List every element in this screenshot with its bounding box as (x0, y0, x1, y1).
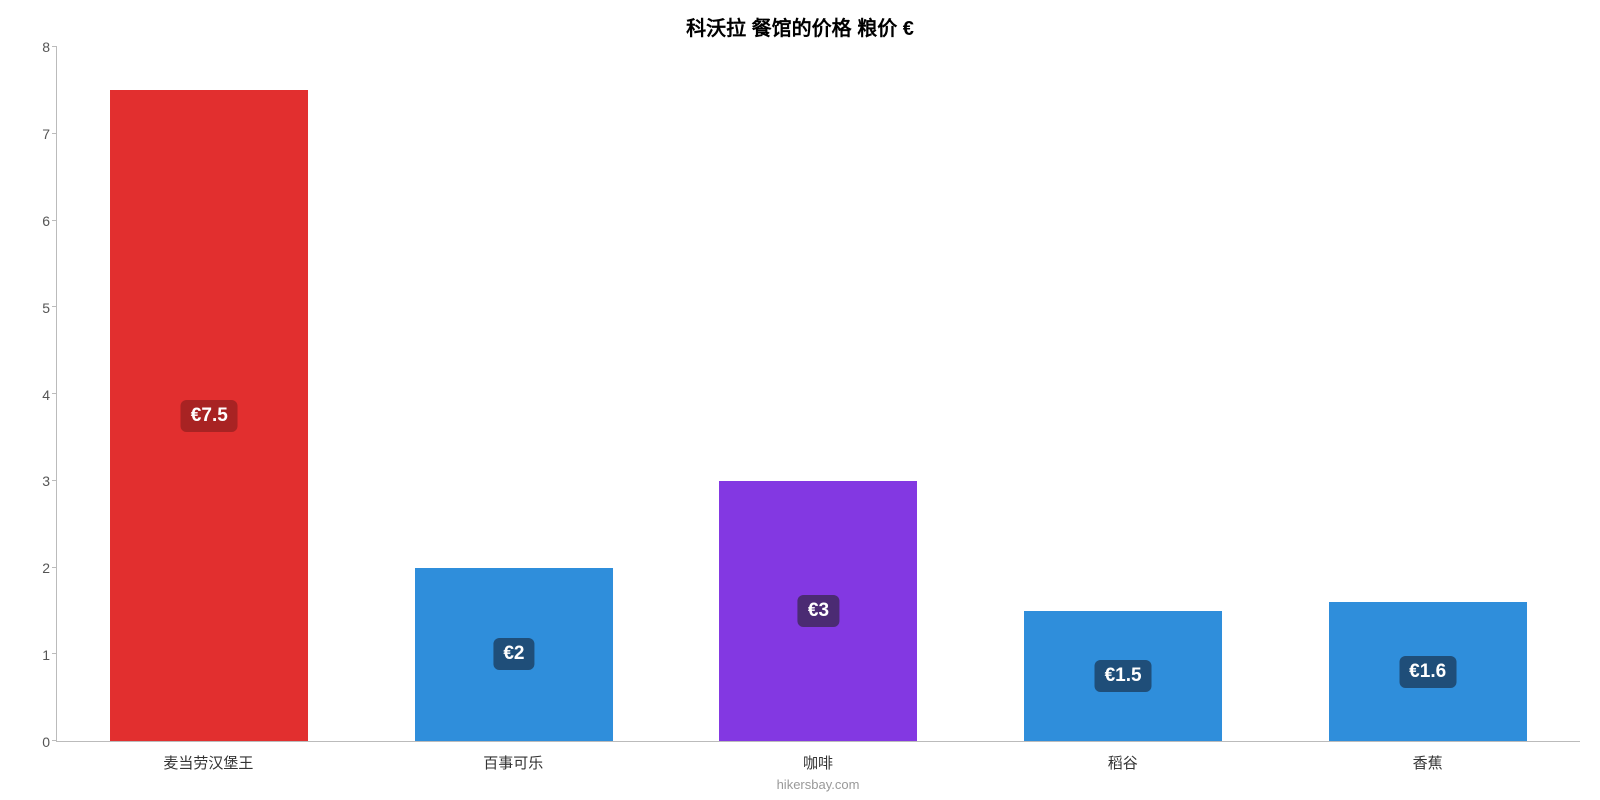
value-badge: €3 (798, 595, 839, 627)
bar-slot: €1.6 (1275, 47, 1580, 741)
y-tick-label: 4 (42, 387, 50, 403)
y-tick-mark (52, 740, 57, 741)
bars-container: €7.5 €2 €3 €1.5 €1.6 (57, 47, 1580, 741)
y-tick-label: 8 (42, 39, 50, 55)
bar-slot: €2 (362, 47, 667, 741)
y-tick-mark (52, 393, 57, 394)
y-tick-label: 3 (42, 473, 50, 489)
y-tick-label: 0 (42, 734, 50, 750)
y-tick-mark (52, 306, 57, 307)
x-label: 麦当劳汉堡王 (56, 742, 361, 773)
y-tick-label: 6 (42, 213, 50, 229)
x-label: 百事可乐 (361, 742, 666, 773)
y-tick-label: 7 (42, 126, 50, 142)
y-tick-mark (52, 46, 57, 47)
plot-row: 012345678 €7.5€2€3€1.5€1.6 (20, 47, 1580, 742)
x-label: 稻谷 (970, 742, 1275, 773)
bar-slot: €3 (666, 47, 971, 741)
x-label: 咖啡 (666, 742, 971, 773)
y-tick-label: 5 (42, 300, 50, 316)
chart-source: hikersbay.com (56, 773, 1580, 792)
price-bar-chart: 科沃拉 餐馆的价格 粮价 € 0 1 2 3 4 5 6 7 8 €7.5 €2 €3 €1.5 €1.… (0, 0, 1600, 800)
bar-slot: €7.5 (57, 47, 362, 741)
value-badge: €2 (493, 638, 534, 670)
x-axis: 麦当劳汉堡王百事可乐咖啡稻谷香蕉 (56, 742, 1580, 773)
chart-title: 科沃拉 餐馆的价格 粮价 € (20, 12, 1580, 41)
y-tick-mark (52, 220, 57, 221)
y-tick-mark (52, 133, 57, 134)
y-axis: 012345678 (20, 47, 56, 742)
value-badge: €1.6 (1399, 656, 1456, 688)
y-tick-mark (52, 653, 57, 654)
y-tick-mark (52, 480, 57, 481)
x-label: 香蕉 (1275, 742, 1580, 773)
y-tick-label: 2 (42, 560, 50, 576)
y-tick-mark (52, 567, 57, 568)
plot-area: €7.5 €2 €3 €1.5 €1.6 (56, 47, 1580, 742)
value-badge: €1.5 (1095, 660, 1152, 692)
bar-slot: €1.5 (971, 47, 1276, 741)
y-tick-label: 1 (42, 647, 50, 663)
value-badge: €7.5 (181, 400, 238, 432)
